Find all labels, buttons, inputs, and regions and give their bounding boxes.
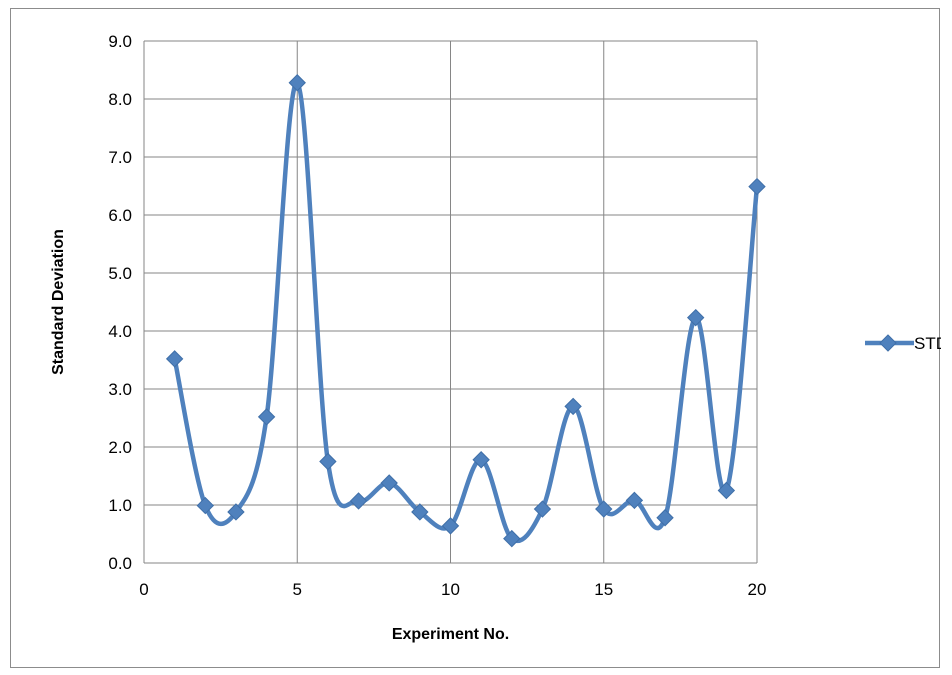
y-axis-title: Standard Deviation [50, 229, 67, 375]
line-chart: 0.01.02.03.04.05.06.07.08.09.0 0 5 10 15 20 … [50, 32, 941, 643]
x-tick-label: 10 [441, 580, 460, 599]
data-point-marker [257, 408, 276, 426]
y-axis-tick-labels: 0.0 1.0 2.0 3.0 4.0 5.0 6.0 7.0 8.0 9.0 [108, 32, 132, 573]
y-tick-label: 1.0 [108, 496, 132, 515]
data-point-marker [165, 350, 184, 368]
y-tick-label: 2.0 [108, 438, 132, 457]
y-tick-label: 5.0 [108, 264, 132, 283]
gridlines [143, 40, 758, 564]
data-point-marker [717, 481, 736, 500]
data-point-marker [503, 529, 521, 548]
y-tick-label: 8.0 [108, 90, 132, 109]
data-point-marker [656, 509, 674, 527]
data-point-marker [748, 177, 766, 196]
data-point-marker [349, 492, 368, 510]
legend-marker-stdev [879, 334, 897, 352]
data-point-marker [625, 491, 644, 510]
data-point-marker [288, 74, 306, 92]
data-point-marker [595, 500, 613, 518]
x-tick-label: 20 [748, 580, 767, 599]
x-tick-label: 0 [139, 580, 148, 599]
y-tick-label: 7.0 [108, 148, 132, 167]
y-tick-label: 4.0 [108, 322, 132, 341]
legend-label-stdev: STDEV [914, 334, 941, 353]
data-point-marker [472, 451, 490, 469]
x-tick-label: 5 [293, 580, 302, 599]
data-point-marker [533, 500, 552, 518]
data-point-marker [411, 503, 429, 521]
x-axis-tick-labels: 0 5 10 15 20 [139, 580, 766, 599]
series-stdev [165, 74, 766, 548]
y-tick-label: 3.0 [108, 380, 132, 399]
data-point-marker [380, 474, 398, 492]
data-point-marker [227, 503, 245, 521]
data-point-marker [319, 452, 337, 471]
series-line-stdev [172, 80, 760, 543]
x-axis-title: Experiment No. [392, 626, 509, 643]
data-point-marker [196, 496, 215, 515]
chart-area: 0.0 1.0 2.0 3.0 4.0 5.0 6.0 7.0 8.0 9.0 0 5 10 15 20 … [10, 8, 941, 668]
data-point-marker [564, 397, 582, 416]
y-tick-label: 9.0 [108, 32, 132, 51]
legend: STDEV [865, 334, 941, 353]
data-point-marker [441, 517, 460, 535]
y-tick-label: 6.0 [108, 206, 132, 225]
data-point-marker [686, 308, 705, 327]
y-tick-label: 0.0 [108, 554, 132, 573]
x-tick-label: 15 [594, 580, 613, 599]
